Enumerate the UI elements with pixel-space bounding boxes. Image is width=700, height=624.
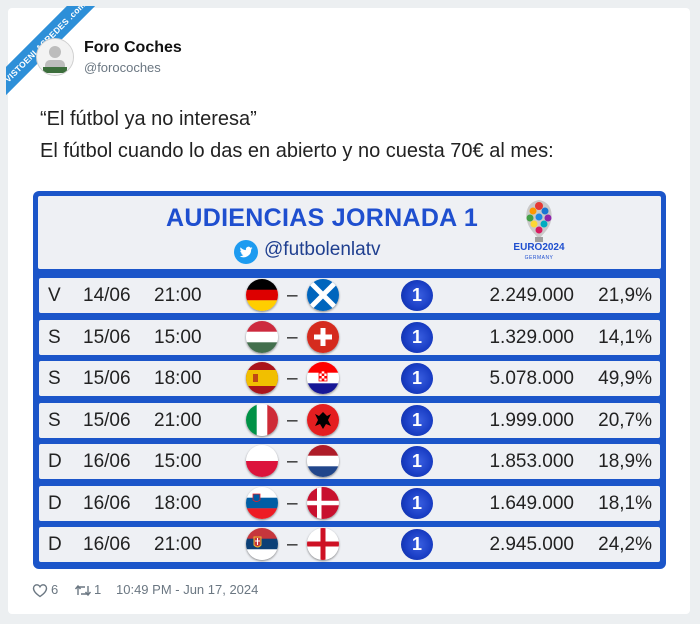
poland-flag-icon — [246, 445, 278, 477]
slovenia-flag-icon — [246, 486, 278, 519]
match-date: 15/06 — [83, 326, 131, 348]
hungary-flag-icon — [246, 320, 278, 353]
audience-value: 2.249.000 — [489, 285, 574, 306]
versus-dash: – — [287, 409, 298, 431]
match-date: 15/06 — [83, 409, 131, 431]
matchday-badge: 1 — [401, 404, 433, 436]
author-name[interactable]: Foro Coches — [84, 39, 182, 56]
match-time: 18:00 — [154, 368, 202, 389]
retweets-count: 1 — [94, 582, 102, 597]
retweet-icon[interactable] — [74, 583, 92, 598]
scotland-flag-icon — [307, 279, 339, 311]
matchday-badge: 1 — [401, 529, 433, 560]
tweet-text: “El fútbol ya no interesa” El fútbol cua… — [40, 103, 554, 167]
versus-dash: – — [287, 451, 298, 472]
match-date: 16/06 — [83, 492, 131, 514]
match-time: 21:00 — [154, 534, 202, 555]
match-day: D — [48, 492, 62, 514]
share-value: 21,9% — [598, 285, 652, 306]
euro-logo-country: GERMANY — [524, 255, 554, 261]
match-time: 21:00 — [154, 285, 202, 306]
match-date: 15/06 — [83, 368, 131, 389]
matchday-badge: 1 — [401, 487, 433, 519]
share-value: 24,2% — [598, 534, 652, 555]
match-day: S — [48, 409, 61, 431]
avatar[interactable] — [36, 38, 74, 76]
match-day: S — [48, 326, 61, 348]
euro2024-logo: EURO2024 GERMANY — [504, 199, 574, 267]
versus-dash: – — [287, 368, 298, 389]
matchday-badge: 1 — [401, 446, 433, 477]
tweet-timestamp[interactable]: 10:49 PM - Jun 17, 2024 — [116, 582, 259, 597]
match-day: D — [48, 451, 62, 472]
england-flag-icon — [307, 528, 339, 560]
table-row: D 16/06 18:00 – 1 1.649.000 18,1% — [39, 485, 660, 521]
audience-value: 1.329.000 — [489, 326, 574, 348]
match-day: S — [48, 368, 61, 389]
tweet-line-1: “El fútbol ya no interesa” — [40, 108, 257, 130]
audience-value: 2.945.000 — [489, 534, 574, 555]
netherlands-flag-icon — [307, 445, 339, 477]
image-handle-text: @futbolenlatv — [264, 239, 381, 260]
switzerland-flag-icon — [307, 320, 339, 353]
match-time: 15:00 — [154, 451, 202, 472]
croatia-flag-icon — [307, 362, 339, 394]
likes-count: 6 — [51, 582, 59, 597]
versus-dash: – — [287, 326, 298, 348]
italy-flag-icon — [246, 403, 278, 436]
audience-table-image[interactable]: AUDIENCIAS JORNADA 1 @futbolenlatv — [33, 191, 666, 569]
match-date: 14/06 — [83, 285, 131, 306]
table-row: S 15/06 18:00 – 1 5.078.000 49,9% — [39, 361, 660, 396]
versus-dash: – — [287, 285, 298, 306]
match-time: 18:00 — [154, 492, 202, 514]
denmark-flag-icon — [307, 486, 339, 519]
table-row: D 16/06 21:00 – 1 2.945.000 24,2% — [39, 527, 660, 562]
twitter-bird-icon — [234, 240, 258, 264]
match-time: 21:00 — [154, 409, 202, 431]
match-time: 15:00 — [154, 326, 202, 348]
matchday-badge: 1 — [401, 280, 433, 311]
match-date: 16/06 — [83, 451, 131, 472]
table-header: AUDIENCIAS JORNADA 1 @futbolenlatv — [38, 196, 661, 269]
share-value: 18,1% — [598, 492, 652, 514]
author-handle[interactable]: @forocoches — [84, 60, 161, 75]
matchday-badge: 1 — [401, 363, 433, 394]
euro-logo-text: EURO2024 — [513, 242, 565, 253]
share-value: 14,1% — [598, 326, 652, 348]
versus-dash: – — [287, 534, 298, 555]
audience-value: 1.649.000 — [489, 492, 574, 514]
table-row: D 16/06 15:00 – 1 1.853.000 18,9% — [39, 444, 660, 479]
audience-value: 5.078.000 — [489, 368, 574, 389]
table-row: S 15/06 15:00 – 1 1.329.000 14,1% — [39, 319, 660, 355]
table-row: S 15/06 21:00 – 1 1.999.000 20,7% — [39, 402, 660, 438]
tweet-line-2: El fútbol cuando lo das en abierto y no … — [40, 140, 554, 162]
heart-icon[interactable] — [32, 583, 48, 598]
audience-value: 1.999.000 — [489, 409, 574, 431]
share-value: 18,9% — [598, 451, 652, 472]
albania-flag-icon — [307, 403, 339, 436]
share-value: 20,7% — [598, 409, 652, 431]
matchday-badge: 1 — [401, 321, 433, 353]
spain-flag-icon — [246, 362, 278, 394]
table-row: V 14/06 21:00 – 1 2.249.000 21,9% — [39, 278, 660, 313]
serbia-flag-icon — [246, 528, 278, 560]
table-title: AUDIENCIAS JORNADA 1 — [166, 204, 479, 232]
versus-dash: – — [287, 492, 298, 514]
germany-flag-icon — [246, 279, 278, 311]
match-day: V — [48, 285, 61, 306]
audience-value: 1.853.000 — [489, 451, 574, 472]
share-value: 49,9% — [598, 368, 652, 389]
match-date: 16/06 — [83, 534, 131, 555]
match-day: D — [48, 534, 62, 555]
euro-trophy-icon — [526, 200, 552, 242]
